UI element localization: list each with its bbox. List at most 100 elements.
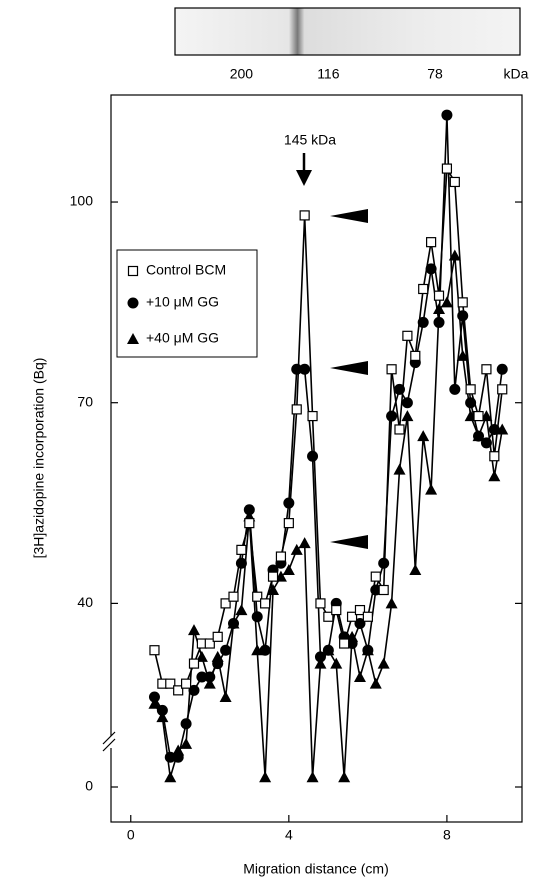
marker-triangle	[488, 470, 501, 482]
marker-triangle	[314, 657, 327, 669]
marker-circle	[188, 684, 200, 696]
marker-square	[315, 598, 326, 609]
marker-triangle	[330, 657, 343, 669]
top-tick-label: 200	[230, 66, 254, 82]
legend-box	[116, 249, 258, 358]
marker-square	[275, 551, 287, 562]
marker-square	[418, 283, 429, 295]
marker-square	[323, 611, 334, 622]
marker-square	[449, 176, 460, 188]
marker-circle	[457, 310, 469, 322]
x-tick-label: 0	[127, 827, 135, 843]
y-tick-label: 100	[70, 193, 94, 209]
marker-triangle	[156, 711, 169, 723]
marker-square	[410, 350, 421, 361]
marker-square	[370, 571, 381, 582]
marker-triangle	[456, 349, 469, 361]
marker-square	[465, 384, 476, 395]
top-axis-unit: kDa	[504, 66, 529, 82]
marker-square	[204, 638, 215, 649]
marker-circle	[259, 644, 271, 656]
marker-square	[307, 410, 318, 422]
marker-triangle	[203, 677, 216, 689]
marker-square	[180, 678, 192, 689]
marker-triangle	[353, 670, 366, 682]
marker-square	[441, 163, 453, 174]
marker-square	[228, 591, 239, 602]
marker-circle	[401, 397, 413, 409]
marker-triangle	[298, 537, 311, 549]
marker-circle	[291, 363, 303, 375]
marker-circle	[417, 316, 429, 328]
top-tick-label: 78	[427, 66, 443, 82]
marker-triangle	[187, 624, 200, 636]
marker-square	[267, 571, 279, 582]
marker-circle	[314, 651, 326, 663]
marker-square	[433, 290, 445, 301]
band-pointers	[330, 209, 368, 549]
marker-circle	[433, 316, 445, 328]
marker-square	[497, 384, 508, 395]
marker-triangle	[267, 584, 280, 596]
marker-circle	[148, 691, 160, 703]
marker-square	[489, 451, 500, 462]
marker-triangle	[401, 410, 414, 422]
marker-triangle	[377, 657, 390, 669]
marker-square	[402, 330, 413, 341]
legend-label: +10 μM GG	[146, 294, 219, 310]
marker-circle	[196, 671, 208, 683]
marker-circle	[386, 410, 398, 422]
marker-triangle	[448, 249, 461, 261]
marker-circle	[180, 718, 192, 730]
marker-circle	[393, 383, 405, 395]
marker-square	[481, 364, 492, 375]
marker-circle	[127, 297, 139, 309]
marker-triangle	[282, 563, 295, 575]
marker-square	[188, 658, 200, 669]
marker-triangle	[425, 483, 438, 495]
marker-circle	[322, 644, 334, 656]
marker-triangle	[148, 697, 161, 709]
marker-circle	[473, 430, 485, 442]
marker-circle	[425, 263, 437, 275]
marker-circle	[496, 363, 508, 375]
marker-circle	[156, 704, 168, 716]
marker-triangle	[306, 771, 319, 783]
marker-circle	[228, 617, 240, 629]
marker-triangle	[127, 333, 139, 344]
marker-circle	[362, 644, 374, 656]
y-axis-label: [3H]azidopine incorporation (Bq)	[31, 358, 47, 559]
marker-circle	[441, 109, 453, 121]
marker-triangle	[164, 771, 177, 783]
marker-circle	[212, 658, 224, 670]
x-tick-label: 8	[443, 827, 451, 843]
marker-circle	[449, 383, 461, 395]
gel-image	[174, 7, 521, 56]
annotation-arrow	[296, 153, 312, 186]
marker-circle	[307, 450, 319, 462]
marker-square	[386, 364, 397, 375]
marker-square	[252, 591, 263, 602]
marker-triangle	[219, 691, 232, 703]
marker-circle	[378, 557, 390, 569]
y-tick-label: 0	[85, 778, 93, 794]
marker-square	[299, 210, 310, 221]
marker-circle	[235, 557, 247, 569]
marker-circle	[299, 363, 311, 375]
marker-triangle	[409, 563, 422, 575]
marker-square	[236, 544, 247, 555]
marker-square	[378, 584, 389, 596]
marker-triangle	[259, 771, 272, 783]
marker-square	[127, 265, 139, 277]
marker-square	[244, 518, 255, 529]
marker-circle	[488, 423, 500, 435]
marker-square	[426, 237, 437, 248]
marker-triangle	[393, 463, 406, 475]
marker-triangle	[338, 771, 351, 783]
marker-triangle	[417, 430, 430, 442]
marker-circle	[164, 751, 176, 763]
marker-circle	[172, 751, 184, 763]
y-tick-label: 70	[77, 393, 93, 409]
marker-square	[362, 611, 373, 622]
